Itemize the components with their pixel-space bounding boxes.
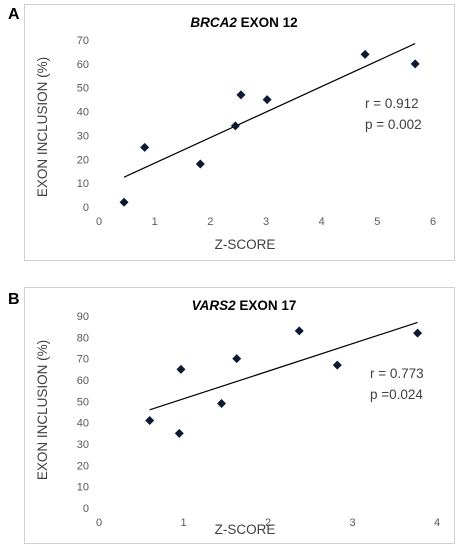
- x-axis-label: Z-SCORE: [215, 522, 276, 537]
- scatter-chart-brca2: BRCA2 EXON 12 Z-SCORE EXON INCLUSION (%)…: [35, 15, 436, 252]
- data-point: [413, 328, 423, 338]
- x-tick-label: 1: [180, 517, 186, 529]
- chart-frame: BRCA2 EXON 12 Z-SCORE EXON INCLUSION (%)…: [24, 4, 455, 261]
- data-point: [332, 360, 342, 370]
- data-point: [176, 364, 186, 374]
- data-point: [145, 416, 155, 426]
- data-point: [262, 95, 272, 105]
- title-rest: EXON 17: [236, 298, 297, 313]
- trendline: [123, 43, 416, 178]
- y-tick-label: 30: [77, 439, 89, 451]
- x-tick-label: 1: [152, 216, 158, 228]
- y-tick-label: 70: [77, 35, 89, 47]
- y-tick-label: 60: [77, 375, 89, 387]
- y-tick-label: 50: [77, 396, 89, 408]
- y-tick-label: 20: [77, 154, 89, 166]
- x-tick-label: 3: [349, 517, 355, 529]
- data-point: [294, 326, 304, 336]
- stat-r: r = 0.773: [370, 366, 424, 381]
- title-gene: BRCA2: [190, 15, 237, 30]
- data-point: [410, 59, 420, 69]
- chart-title: VARS2 EXON 17: [192, 298, 297, 313]
- y-tick-label: 10: [77, 178, 89, 190]
- x-tick-label: 4: [434, 517, 440, 529]
- y-tick-label: 40: [77, 107, 89, 119]
- x-tick-label: 2: [207, 216, 213, 228]
- x-tick-label: 0: [96, 216, 102, 228]
- data-point: [174, 428, 184, 438]
- data-point: [232, 354, 242, 364]
- y-tick-label: 30: [77, 130, 89, 142]
- y-axis-label: EXON INCLUSION (%): [35, 57, 50, 197]
- x-tick-label: 5: [374, 216, 380, 228]
- x-tick-label: 0: [96, 517, 102, 529]
- trendline: [149, 321, 418, 411]
- y-tick-label: 40: [77, 418, 89, 430]
- data-point: [119, 197, 129, 207]
- panel-a: A BRCA2 EXON 12 Z-SCORE EXON INCLUSION (…: [8, 4, 455, 261]
- y-tick-label: 10: [77, 482, 89, 494]
- panel-label: B: [8, 291, 20, 308]
- x-tick-label: 4: [319, 216, 325, 228]
- scatter-chart-vars2: VARS2 EXON 17 Z-SCORE EXON INCLUSION (%)…: [35, 298, 440, 537]
- y-axis-label: EXON INCLUSION (%): [35, 340, 50, 480]
- stat-p: p =0.024: [370, 387, 423, 402]
- y-tick-label: 0: [83, 503, 89, 515]
- stat-r: r = 0.912: [365, 96, 419, 111]
- data-point: [195, 159, 205, 169]
- data-point: [360, 49, 370, 59]
- title-gene: VARS2: [192, 298, 237, 313]
- y-tick-label: 60: [77, 59, 89, 71]
- x-axis-label: Z-SCORE: [215, 237, 276, 252]
- data-point: [140, 142, 150, 152]
- panel-b: B VARS2 EXON 17 Z-SCORE EXON INCLUSION (…: [0, 275, 462, 550]
- data-point: [230, 121, 240, 131]
- x-tick-label: 6: [430, 216, 436, 228]
- x-tick-label: 3: [263, 216, 269, 228]
- x-tick-label: 2: [265, 517, 271, 529]
- y-tick-label: 50: [77, 83, 89, 95]
- y-tick-label: 0: [83, 202, 89, 214]
- data-point: [236, 90, 246, 100]
- y-tick-label: 80: [77, 332, 89, 344]
- chart-title: BRCA2 EXON 12: [190, 15, 297, 30]
- chart-frame: VARS2 EXON 17 Z-SCORE EXON INCLUSION (%)…: [24, 287, 455, 544]
- stat-p: p = 0.002: [365, 117, 422, 132]
- panel-label: A: [8, 6, 20, 23]
- y-tick-label: 90: [77, 311, 89, 323]
- title-rest: EXON 12: [237, 15, 298, 30]
- y-tick-label: 70: [77, 354, 89, 366]
- data-point: [217, 398, 227, 408]
- y-tick-label: 20: [77, 460, 89, 472]
